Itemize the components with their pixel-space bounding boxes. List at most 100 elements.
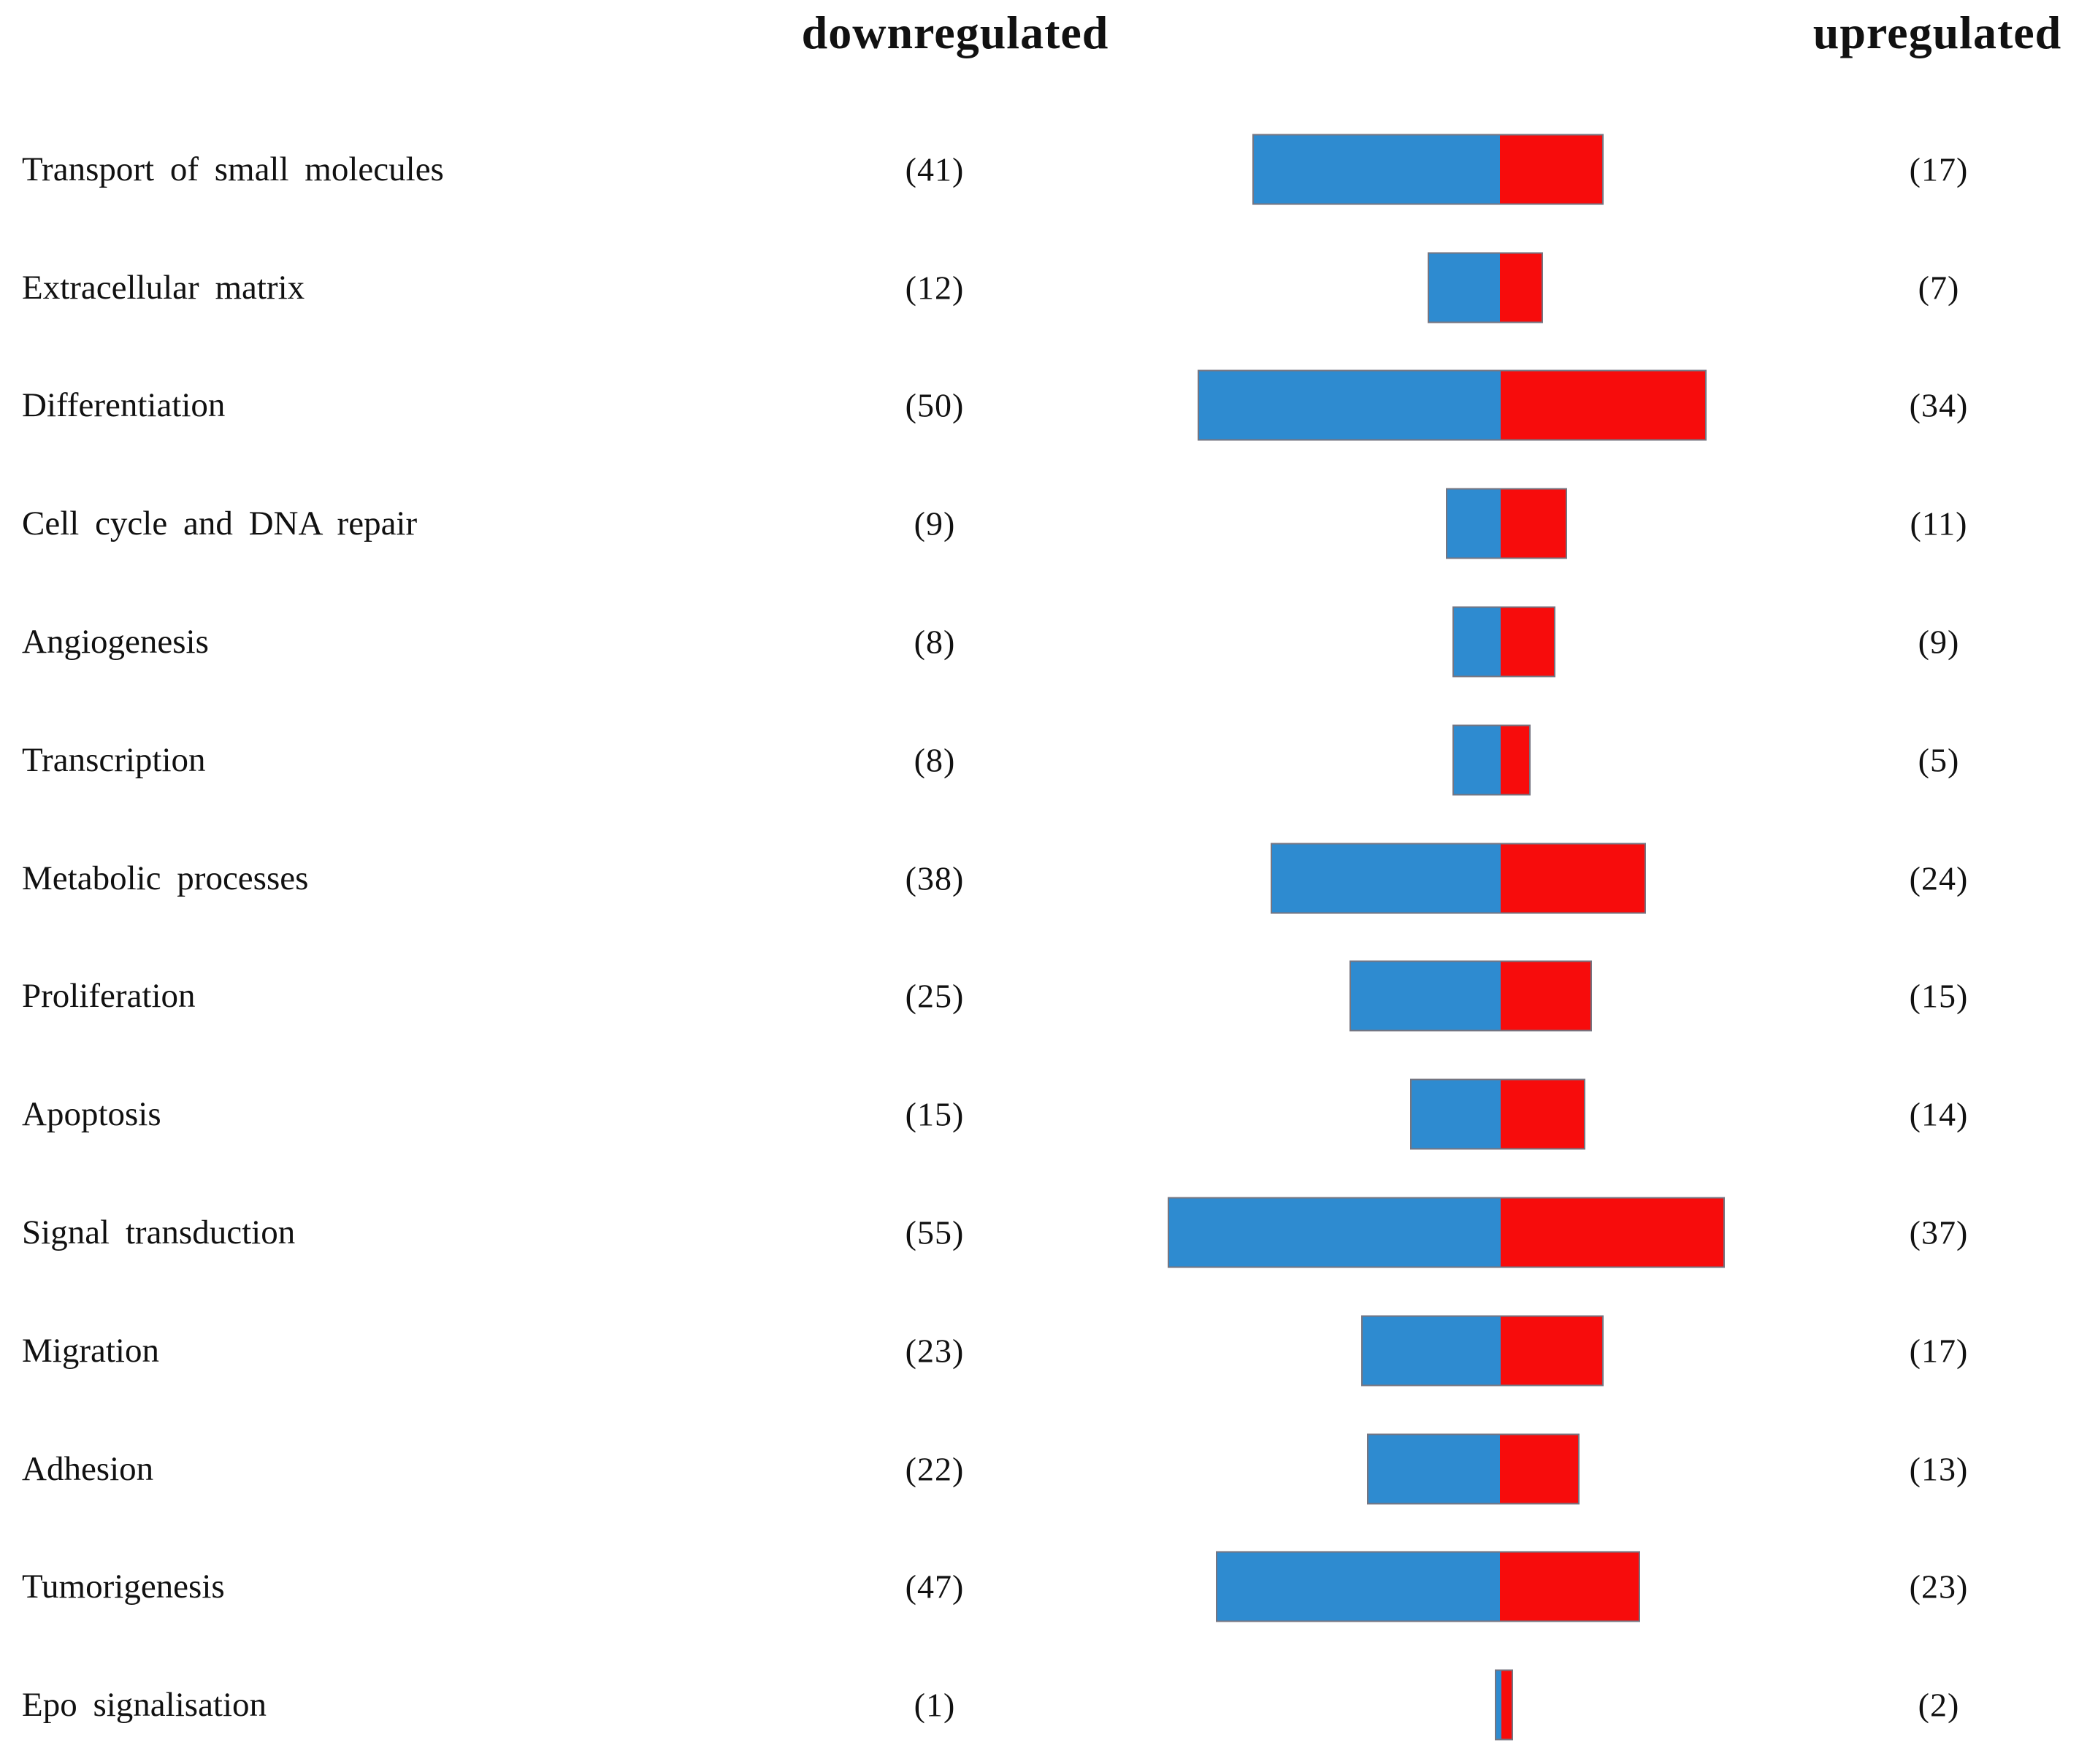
upregulated-count: (24) — [1909, 859, 1969, 897]
category-label: Extracellular matrix — [22, 268, 305, 307]
chart-row: Proliferation (25) (15) — [0, 937, 2098, 1056]
diverging-bar — [1367, 1433, 1580, 1505]
category-label: Epo signalisation — [22, 1686, 267, 1725]
upregulated-bar — [1500, 1435, 1578, 1503]
upregulated-count: (5) — [1918, 741, 1960, 779]
diverging-bar — [1452, 724, 1531, 796]
upregulated-bar — [1501, 607, 1554, 676]
upregulated-count: (17) — [1909, 150, 1969, 188]
diverging-bar — [1428, 252, 1544, 323]
chart-row: Metabolic processes (38) (24) — [0, 819, 2098, 937]
category-label: Differentiation — [22, 386, 226, 425]
downregulated-bar — [1453, 607, 1501, 676]
diverging-bar — [1452, 606, 1555, 678]
diverging-bar — [1349, 960, 1592, 1032]
upregulated-bar — [1500, 1316, 1603, 1385]
chart-row: Transcription (8) (5) — [0, 701, 2098, 819]
downregulated-bar — [1368, 1435, 1501, 1503]
downregulated-bar — [1447, 489, 1501, 558]
upregulated-count: (14) — [1909, 1095, 1969, 1133]
downregulated-bar — [1363, 1316, 1501, 1385]
chart-row: Epo signalisation (1) (2) — [0, 1646, 2098, 1764]
category-label: Cell cycle and DNA repair — [22, 505, 418, 543]
downregulated-bar — [1168, 1198, 1501, 1267]
chart-row: Signal transduction (55) (37) — [0, 1173, 2098, 1292]
upregulated-bar — [1500, 962, 1590, 1030]
downregulated-bar — [1217, 1552, 1501, 1621]
chart-row: Cell cycle and DNA repair (9) (11) — [0, 464, 2098, 583]
downregulated-bar — [1350, 962, 1501, 1030]
chart-row: Adhesion (22) (13) — [0, 1410, 2098, 1528]
downregulated-bar — [1453, 726, 1501, 794]
diverging-bar — [1215, 1551, 1640, 1622]
category-label: Adhesion — [22, 1449, 154, 1488]
downregulated-count: (8) — [914, 741, 956, 779]
upregulated-bar — [1501, 489, 1566, 558]
category-label: Tumorigenesis — [22, 1568, 225, 1606]
diverging-bar — [1446, 488, 1568, 559]
upregulated-count: (34) — [1909, 386, 1969, 424]
upregulated-count: (2) — [1918, 1686, 1960, 1724]
upregulated-bar — [1500, 371, 1706, 440]
downregulated-count: (23) — [905, 1332, 965, 1370]
chart-row: Extracellular matrix (12) (7) — [0, 229, 2098, 347]
category-label: Transport of small molecules — [22, 150, 444, 188]
chart-rows: Transport of small molecules (41) (17) E… — [0, 110, 2098, 1764]
diverging-bar — [1361, 1315, 1604, 1387]
diverging-bar — [1409, 1078, 1586, 1150]
chart-row: Transport of small molecules (41) (17) — [0, 110, 2098, 229]
downregulated-count: (22) — [905, 1450, 965, 1488]
downregulated-bar — [1496, 1671, 1501, 1739]
category-label: Transcription — [22, 740, 206, 779]
downregulated-count: (41) — [905, 150, 965, 188]
downregulated-count: (55) — [905, 1213, 965, 1251]
diverging-bar — [1270, 843, 1647, 914]
chart-row: Differentiation (50) (34) — [0, 347, 2098, 465]
downregulated-count: (15) — [905, 1095, 965, 1133]
category-label: Proliferation — [22, 977, 196, 1016]
diverging-bar — [1252, 134, 1604, 205]
downregulated-count: (12) — [905, 269, 965, 307]
category-label: Angiogenesis — [22, 623, 209, 662]
downregulated-bar — [1429, 253, 1501, 322]
upregulated-bar — [1500, 1552, 1639, 1621]
upregulated-bar — [1500, 1080, 1585, 1148]
downregulated-count: (47) — [905, 1568, 965, 1606]
column-header-upregulated: upregulated — [1812, 7, 2062, 58]
diverging-bar — [1494, 1669, 1513, 1741]
category-label: Migration — [22, 1331, 159, 1370]
upregulated-bar — [1500, 253, 1542, 322]
downregulated-bar — [1271, 844, 1501, 913]
downregulated-count: (25) — [905, 977, 965, 1015]
category-label: Apoptosis — [22, 1095, 161, 1134]
diverging-bar — [1198, 369, 1707, 441]
downregulated-count: (50) — [905, 386, 965, 424]
upregulated-count: (23) — [1909, 1568, 1969, 1606]
category-label: Signal transduction — [22, 1213, 296, 1252]
chart-row: Tumorigenesis (47) (23) — [0, 1528, 2098, 1646]
column-header-downregulated: downregulated — [801, 7, 1109, 58]
downregulated-bar — [1411, 1080, 1501, 1148]
upregulated-bar — [1500, 1198, 1724, 1267]
upregulated-count: (7) — [1918, 269, 1960, 307]
downregulated-bar — [1199, 371, 1501, 440]
upregulated-bar — [1500, 135, 1603, 204]
upregulated-bar — [1500, 726, 1530, 794]
category-label: Metabolic processes — [22, 859, 309, 897]
upregulated-count: (37) — [1909, 1213, 1969, 1251]
upregulated-count: (9) — [1918, 623, 1960, 661]
upregulated-bar — [1500, 844, 1645, 913]
diverging-bar — [1167, 1197, 1726, 1268]
upregulated-count: (15) — [1909, 977, 1969, 1015]
upregulated-count: (17) — [1909, 1332, 1969, 1370]
downregulated-count: (38) — [905, 859, 965, 897]
chart-row: Migration (23) (17) — [0, 1292, 2098, 1410]
downregulated-count: (1) — [914, 1686, 956, 1724]
upregulated-count: (13) — [1909, 1450, 1969, 1488]
chart-row: Angiogenesis (8) (9) — [0, 583, 2098, 701]
downregulated-bar — [1253, 135, 1501, 204]
downregulated-count: (8) — [914, 623, 956, 661]
downregulated-count: (9) — [914, 505, 956, 542]
chart-row: Apoptosis (15) (14) — [0, 1055, 2098, 1173]
upregulated-count: (11) — [1910, 505, 1968, 542]
